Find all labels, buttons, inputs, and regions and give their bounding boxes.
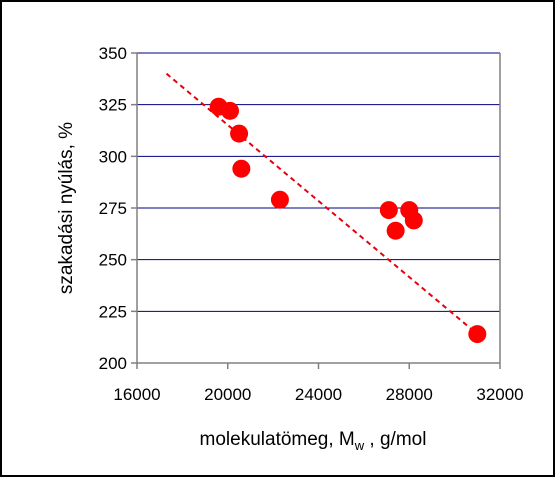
y-tick-label: 325: [99, 96, 127, 115]
data-points: [209, 97, 487, 344]
y-axis-label: szakadási nyúlás, %: [56, 122, 77, 294]
y-tick-label: 225: [99, 302, 127, 321]
axes: [131, 52, 501, 369]
x-tick-labels: 16000 20000 24000 28000 32000: [113, 385, 523, 404]
gridlines: [137, 52, 500, 312]
data-point: [379, 201, 398, 220]
data-point: [232, 159, 251, 178]
data-point: [468, 325, 487, 344]
y-tick-labels: 200 225 250 275 300 325 350: [99, 44, 127, 373]
y-tick-label: 200: [99, 354, 127, 373]
data-point: [270, 190, 289, 209]
y-tick-label: 350: [99, 44, 127, 63]
x-axis-label-tail: , g/mol: [364, 429, 426, 450]
trendline: [165, 72, 478, 335]
x-tick-label: 28000: [386, 385, 433, 404]
x-axis-label-main: molekulatömeg, M: [200, 429, 355, 450]
data-point: [221, 101, 240, 120]
x-tick-label: 20000: [204, 385, 251, 404]
y-tick-label: 275: [99, 199, 127, 218]
x-tick-label: 16000: [113, 385, 160, 404]
x-axis-label: molekulatömeg, Mw , g/mol: [200, 429, 427, 453]
x-tick-label: 24000: [295, 385, 342, 404]
data-point: [230, 124, 249, 143]
y-tick-label: 250: [99, 251, 127, 270]
trendline-layer: [165, 72, 478, 335]
x-axis-label-subscript: w: [354, 438, 365, 453]
x-tick-label: 32000: [476, 385, 523, 404]
data-point: [386, 221, 405, 240]
y-tick-label: 300: [99, 147, 127, 166]
data-point: [404, 211, 423, 230]
